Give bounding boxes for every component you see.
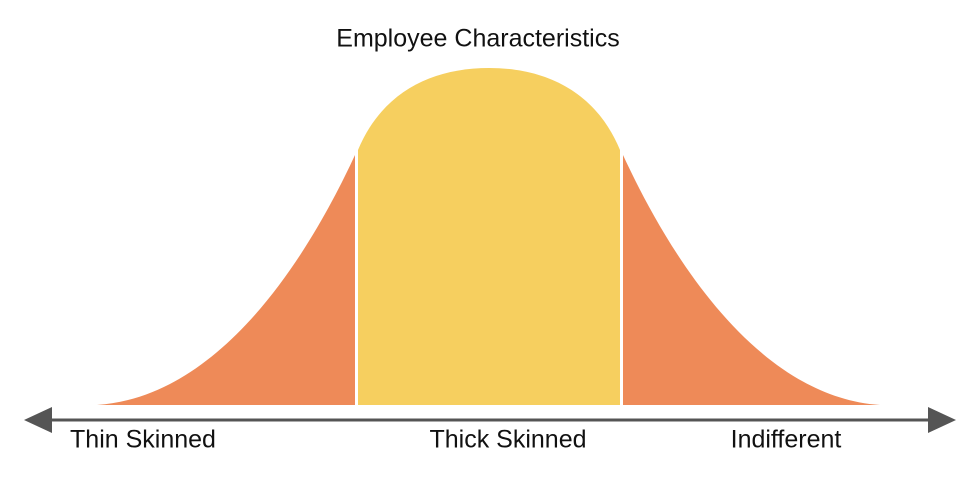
region-label: Thick Skinned	[429, 426, 586, 454]
axis-arrow-right	[928, 407, 956, 433]
middle-region	[358, 68, 620, 405]
left-region	[97, 155, 355, 405]
right-region	[623, 155, 880, 405]
region-label: Indifferent	[731, 426, 842, 454]
region-label: Thin Skinned	[70, 426, 216, 454]
diagram-title: Employee Characteristics	[336, 25, 619, 53]
axis-arrow-left	[24, 407, 52, 433]
